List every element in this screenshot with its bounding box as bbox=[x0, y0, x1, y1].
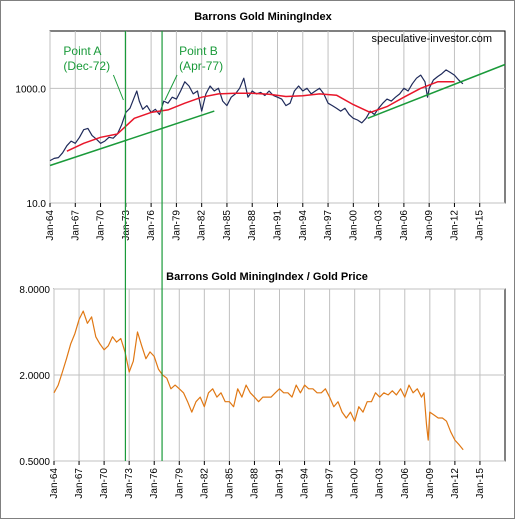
top-x-tick-label: Jan-15 bbox=[475, 210, 486, 241]
bottom-y-tick-label: 2.0000 bbox=[19, 371, 50, 382]
top-x-tick-label: Jan-12 bbox=[449, 210, 460, 241]
top-x-tick-label: Jan-94 bbox=[298, 210, 309, 241]
annotation-pointer-b bbox=[164, 74, 178, 101]
bottom-x-tick-label: Jan-00 bbox=[350, 468, 361, 499]
top-x-tick-label: Jan-82 bbox=[197, 210, 208, 241]
top-trend-line-left bbox=[49, 110, 215, 167]
annotation-date-a: (Dec-72) bbox=[63, 59, 110, 73]
top-x-tick-label: Jan-79 bbox=[171, 210, 182, 241]
bottom-x-tick-label: Jan-97 bbox=[325, 468, 336, 499]
bottom-y-tick-label: 8.0000 bbox=[19, 285, 50, 296]
top-x-tick-label: Jan-76 bbox=[146, 210, 157, 241]
top-x-tick-label: Jan-88 bbox=[247, 210, 258, 241]
top-moving-average-line bbox=[66, 81, 455, 152]
top-x-tick-label: Jan-91 bbox=[273, 210, 284, 241]
top-x-tick-label: Jan-85 bbox=[222, 210, 233, 241]
bottom-x-tick-label: Jan-09 bbox=[425, 468, 436, 499]
top-x-tick-label: Jan-06 bbox=[399, 210, 410, 241]
bottom-x-tick-label: Jan-79 bbox=[174, 468, 185, 499]
bottom-x-tick-label: Jan-67 bbox=[74, 468, 85, 499]
bottom-x-tick-label: Jan-85 bbox=[224, 468, 235, 499]
bottom-x-tick-label: Jan-94 bbox=[300, 468, 311, 499]
bottom-x-tick-label: Jan-15 bbox=[475, 468, 486, 499]
top-x-tick-label: Jan-73 bbox=[121, 210, 132, 241]
top-x-tick-label: Jan-09 bbox=[424, 210, 435, 241]
bottom-chart-title: Barrons Gold MiningIndex / Gold Price bbox=[166, 271, 368, 283]
top-x-tick-label: Jan-64 bbox=[45, 210, 56, 241]
bottom-x-tick-label: Jan-82 bbox=[199, 468, 210, 499]
top-x-tick-label: Jan-00 bbox=[348, 210, 359, 241]
annotation-pointer-a bbox=[112, 74, 124, 101]
bottom-x-tick-label: Jan-76 bbox=[149, 468, 160, 499]
top-x-tick-label: Jan-03 bbox=[374, 210, 385, 241]
top-y-tick-label: 1000.0 bbox=[15, 84, 46, 95]
top-y-tick-label: 10.0 bbox=[27, 199, 47, 210]
bottom-x-tick-label: Jan-70 bbox=[99, 468, 110, 499]
bottom-x-tick-label: Jan-06 bbox=[400, 468, 411, 499]
annotation-title-a: Point A bbox=[63, 44, 101, 58]
top-x-tick-label: Jan-67 bbox=[70, 210, 81, 241]
top-trend-line-right bbox=[367, 63, 506, 119]
bottom-data-line bbox=[53, 310, 464, 451]
bottom-x-tick-label: Jan-88 bbox=[249, 468, 260, 499]
top-x-tick-label: Jan-70 bbox=[96, 210, 107, 241]
top-chart-title: Barrons Gold MiningIndex bbox=[194, 11, 332, 23]
annotation-title-b: Point B bbox=[179, 44, 218, 58]
top-x-tick-label: Jan-97 bbox=[323, 210, 334, 241]
bottom-x-tick-label: Jan-12 bbox=[450, 468, 461, 499]
bottom-y-tick-label: 0.5000 bbox=[19, 457, 50, 468]
bottom-x-tick-label: Jan-64 bbox=[49, 468, 60, 499]
bottom-x-tick-label: Jan-91 bbox=[275, 468, 286, 499]
annotation-date-b: (Apr-77) bbox=[179, 59, 223, 73]
bottom-x-tick-label: Jan-03 bbox=[375, 468, 386, 499]
top-chart-watermark: speculative-investor.com bbox=[372, 33, 492, 45]
bottom-x-tick-label: Jan-73 bbox=[124, 468, 135, 499]
